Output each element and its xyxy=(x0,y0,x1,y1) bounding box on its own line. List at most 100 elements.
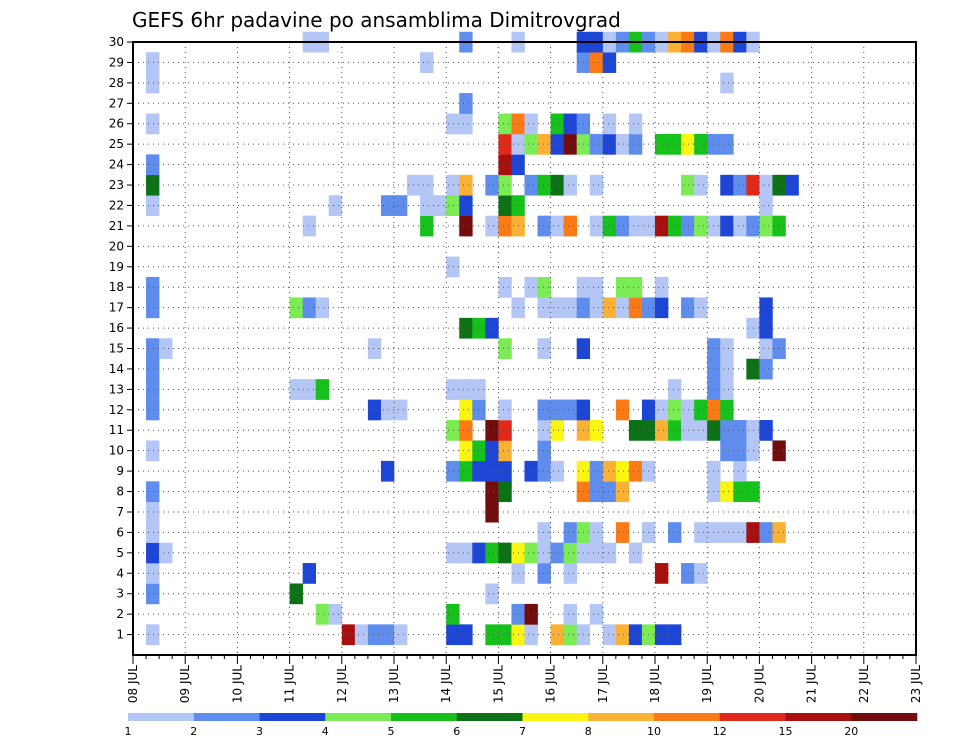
heatmap-cell xyxy=(720,72,734,94)
heatmap-cell xyxy=(537,276,551,298)
y-tick-label: 6 xyxy=(116,525,124,539)
heatmap-cell xyxy=(446,542,460,564)
heatmap-cell xyxy=(537,399,551,421)
heatmap-cell xyxy=(615,133,630,155)
heatmap-cell xyxy=(315,379,330,400)
heatmap-cell xyxy=(694,522,708,543)
heatmap-cell xyxy=(498,133,512,155)
heatmap-cell xyxy=(498,338,512,360)
heatmap-cell xyxy=(589,542,604,564)
heatmap-cell xyxy=(720,174,734,196)
heatmap-cell xyxy=(420,52,434,73)
heatmap-cell xyxy=(563,133,577,155)
heatmap-cell xyxy=(602,215,617,237)
heatmap-cell xyxy=(668,420,682,441)
y-axis: 1234567891011121314151617181920212223242… xyxy=(109,35,133,642)
heatmap-cell xyxy=(602,481,617,503)
heatmap-cell xyxy=(459,460,473,482)
heatmap-cell xyxy=(485,481,499,503)
heatmap-cell xyxy=(628,420,643,441)
heatmap-cell xyxy=(602,133,617,155)
heatmap-cell xyxy=(655,276,669,298)
chart-title: GEFS 6hr padavine po ansamblima Dimitrov… xyxy=(132,8,621,32)
y-tick-label: 23 xyxy=(109,178,124,192)
heatmap-cell xyxy=(563,542,577,564)
heatmap-cell xyxy=(602,113,617,135)
legend-swatch xyxy=(391,713,458,721)
heatmap-cell xyxy=(668,624,682,646)
y-tick-label: 11 xyxy=(109,423,124,437)
heatmap-cell xyxy=(146,276,160,298)
heatmap-cell xyxy=(146,563,160,584)
heatmap-cell xyxy=(459,624,473,646)
heatmap-cell xyxy=(446,113,460,135)
heatmap-cell xyxy=(498,215,512,237)
x-tick-label: 08 JUL xyxy=(126,665,140,703)
heatmap-cell xyxy=(681,174,695,196)
heatmap-cell xyxy=(615,215,630,237)
heatmap-cell xyxy=(485,174,499,196)
heatmap-cell xyxy=(380,195,395,216)
heatmap-cell xyxy=(459,440,473,462)
heatmap-cell xyxy=(563,113,577,135)
heatmap-cell xyxy=(563,174,577,196)
heatmap-cell xyxy=(668,215,682,237)
heatmap-cell xyxy=(498,460,512,482)
heatmap-cell xyxy=(537,420,551,441)
heatmap-cell xyxy=(628,460,643,482)
heatmap-cell xyxy=(459,542,473,564)
heatmap-cell xyxy=(668,522,682,543)
y-tick-label: 24 xyxy=(109,158,124,172)
heatmap-cell xyxy=(668,133,682,155)
heatmap-cell xyxy=(589,174,604,196)
y-tick-label: 9 xyxy=(116,464,124,478)
heatmap-cell xyxy=(498,154,512,176)
y-tick-label: 29 xyxy=(109,55,124,69)
y-tick-label: 26 xyxy=(109,117,124,131)
heatmap-cell xyxy=(785,174,799,196)
heatmap-cell xyxy=(550,113,564,135)
heatmap-cell xyxy=(720,379,734,400)
heatmap-cell xyxy=(524,113,538,135)
heatmap-cell xyxy=(589,420,604,441)
heatmap-cell xyxy=(459,215,473,237)
heatmap-cell xyxy=(146,338,160,360)
legend-swatch xyxy=(193,713,260,721)
heatmap-cell xyxy=(159,542,173,564)
heatmap-cell xyxy=(628,542,643,564)
heatmap-cell xyxy=(563,297,577,319)
heatmap-cell xyxy=(655,399,669,421)
legend-swatch xyxy=(851,713,918,721)
heatmap-cell xyxy=(394,195,408,216)
heatmap-cell xyxy=(446,624,460,646)
heatmap-cell xyxy=(759,297,773,319)
heatmap-cell xyxy=(550,460,564,482)
heatmap-cell xyxy=(655,420,669,441)
heatmap-cell xyxy=(655,215,669,237)
heatmap-cell xyxy=(563,215,577,237)
heatmap-cell xyxy=(655,297,669,319)
legend-label: 2 xyxy=(190,725,197,738)
x-tick-label: 10 JUL xyxy=(230,665,244,703)
heatmap-cell xyxy=(681,563,695,584)
heatmap-cell xyxy=(720,215,734,237)
heatmap-cell xyxy=(524,603,538,625)
heatmap-cell xyxy=(681,215,695,237)
heatmap-cell xyxy=(537,522,551,543)
y-tick-label: 16 xyxy=(109,321,124,335)
heatmap-cell xyxy=(146,481,160,503)
heatmap-cell xyxy=(485,215,499,237)
heatmap-cell xyxy=(146,154,160,176)
heatmap-cell xyxy=(602,460,617,482)
heatmap-cell xyxy=(759,420,773,441)
heatmap-cell xyxy=(302,297,316,319)
heatmap-cell xyxy=(498,440,512,462)
heatmap-cell xyxy=(720,522,734,543)
heatmap-cell xyxy=(694,399,708,421)
heatmap-cell xyxy=(537,460,551,482)
legend-label: 6 xyxy=(453,725,460,738)
heatmap-cell xyxy=(694,563,708,584)
heatmap-cell xyxy=(550,542,564,564)
heatmap-cell xyxy=(146,72,160,94)
heatmap-cell xyxy=(315,297,330,319)
